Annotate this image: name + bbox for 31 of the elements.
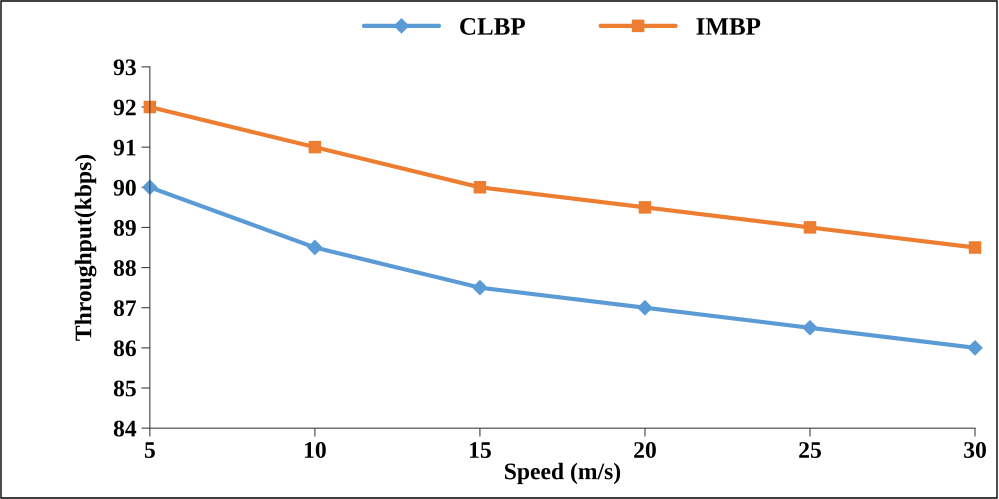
y-tick-label: 87 [114,300,136,316]
y-tick-label: 89 [114,220,136,236]
x-tick-label: 10 [304,442,326,458]
x-tick-label: 15 [470,442,491,458]
legend-label: CLBP [460,18,525,35]
point [967,340,983,356]
x-tick-label: 5 [144,442,155,458]
point [804,221,816,234]
y-tick-label: 93 [114,59,136,76]
y-tick-label: 85 [114,380,136,396]
point [638,201,652,214]
y-tick-label: 92 [114,100,136,116]
x-tick-label: 25 [799,442,821,458]
y-tick-label: 88 [114,260,136,276]
y-tick-label: 86 [114,340,136,356]
y-tick-label: 84 [114,420,136,437]
y-tick-label: 90 [114,180,136,196]
point [474,181,486,194]
legend-label: IMBP [696,18,760,35]
point [307,240,322,256]
x-tick-label: 30 [964,442,986,458]
point [637,300,653,316]
point [968,241,982,254]
y-tick-label: 91 [114,140,136,156]
x-tick-label: 20 [634,442,656,458]
y-axis-title: Throughput(kbps) [74,154,96,341]
point [144,100,156,114]
x-axis-title: Speed (m/s) [504,462,620,484]
point [802,320,818,336]
point [472,280,488,296]
point [308,140,322,154]
